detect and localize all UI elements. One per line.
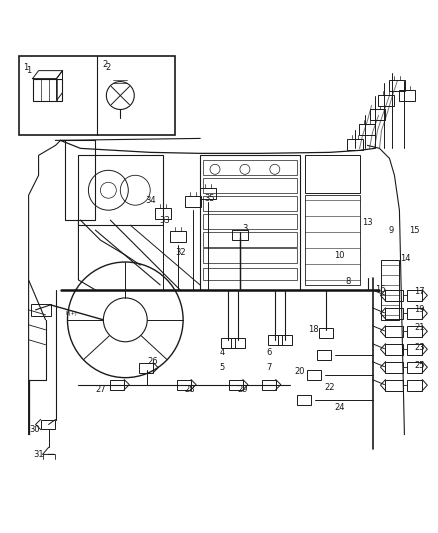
- Bar: [203, 196, 297, 211]
- Text: 10: 10: [334, 251, 345, 260]
- Bar: [203, 160, 297, 175]
- Text: 32: 32: [175, 247, 185, 256]
- Text: 17: 17: [414, 287, 425, 296]
- Text: 14: 14: [400, 254, 411, 263]
- Text: 28: 28: [185, 385, 195, 394]
- Text: 31: 31: [33, 450, 44, 459]
- Bar: [268, 335, 282, 345]
- Text: H(+): H(+): [66, 311, 77, 316]
- Bar: [381, 260, 399, 320]
- Text: 20: 20: [294, 367, 305, 376]
- Bar: [389, 79, 406, 91]
- Bar: [78, 155, 163, 225]
- Text: 26: 26: [147, 357, 158, 366]
- Text: 16: 16: [375, 286, 386, 294]
- Bar: [41, 419, 54, 430]
- Text: 30: 30: [29, 425, 40, 434]
- Text: 19: 19: [414, 305, 424, 314]
- Bar: [203, 214, 297, 229]
- Text: 27: 27: [95, 385, 106, 394]
- Bar: [139, 362, 153, 373]
- Text: 13: 13: [362, 217, 373, 227]
- Bar: [407, 290, 422, 301]
- Bar: [200, 155, 300, 290]
- Bar: [407, 344, 422, 355]
- Text: 33: 33: [160, 216, 170, 224]
- Bar: [231, 338, 245, 348]
- Text: 15: 15: [409, 225, 420, 235]
- Text: 1: 1: [25, 66, 31, 75]
- Bar: [378, 94, 395, 106]
- Bar: [399, 90, 415, 101]
- Text: 25: 25: [414, 361, 424, 370]
- Bar: [407, 362, 422, 373]
- Bar: [262, 379, 276, 390]
- Text: 3: 3: [242, 224, 247, 232]
- Bar: [19, 55, 175, 135]
- Bar: [385, 326, 403, 337]
- Text: 5: 5: [219, 363, 225, 372]
- Text: 8: 8: [345, 278, 350, 286]
- Bar: [170, 231, 186, 242]
- Bar: [407, 308, 422, 319]
- Bar: [346, 140, 363, 150]
- Bar: [385, 362, 403, 373]
- Bar: [370, 109, 385, 120]
- Bar: [385, 308, 403, 319]
- Bar: [305, 195, 360, 285]
- Text: 29: 29: [238, 385, 248, 394]
- Text: 7: 7: [266, 363, 272, 372]
- Bar: [297, 394, 311, 405]
- Bar: [110, 379, 124, 390]
- Bar: [229, 379, 243, 390]
- Bar: [203, 232, 297, 247]
- Bar: [31, 304, 50, 316]
- Bar: [232, 230, 248, 240]
- Text: 2: 2: [103, 60, 108, 69]
- Text: 6: 6: [266, 348, 272, 357]
- Bar: [185, 196, 201, 207]
- Bar: [203, 178, 297, 193]
- Bar: [155, 208, 171, 219]
- Bar: [203, 248, 297, 263]
- Text: 34: 34: [145, 196, 155, 205]
- Text: 24: 24: [334, 403, 345, 412]
- Bar: [305, 155, 360, 193]
- Text: 2: 2: [106, 63, 111, 71]
- Bar: [319, 328, 332, 338]
- Bar: [385, 379, 403, 391]
- Text: 23: 23: [414, 343, 425, 352]
- Text: 21: 21: [414, 324, 424, 332]
- Bar: [385, 344, 403, 355]
- Bar: [385, 290, 403, 301]
- Bar: [407, 379, 422, 391]
- Bar: [407, 326, 422, 337]
- Text: 4: 4: [219, 348, 225, 357]
- Bar: [317, 350, 331, 360]
- Bar: [278, 335, 292, 345]
- Text: 18: 18: [308, 325, 319, 334]
- Text: 9: 9: [389, 225, 394, 235]
- Text: 22: 22: [325, 383, 335, 392]
- Bar: [200, 188, 216, 199]
- Bar: [359, 124, 374, 135]
- Bar: [221, 338, 235, 348]
- Bar: [203, 268, 297, 280]
- Text: 1: 1: [23, 63, 28, 72]
- Text: 35: 35: [205, 193, 215, 203]
- Bar: [307, 370, 321, 379]
- Bar: [177, 379, 191, 390]
- Bar: [32, 78, 63, 101]
